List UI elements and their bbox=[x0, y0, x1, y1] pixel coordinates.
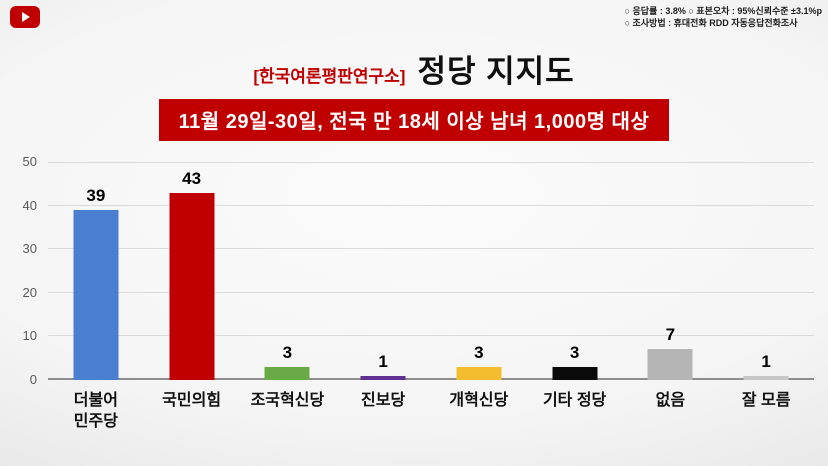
chart-column: 39 더불어 민주당 bbox=[48, 162, 144, 430]
y-tick-label: 20 bbox=[22, 284, 37, 300]
category-label: 조국혁신당 bbox=[250, 392, 325, 409]
bar-value-label: 3 bbox=[569, 342, 580, 362]
bar-value-label: 3 bbox=[474, 342, 484, 362]
bar bbox=[264, 366, 310, 380]
bar-value-label: 39 bbox=[86, 185, 106, 205]
survey-methodology: ○ 응답률 : 3.8% ○ 표본오차 : 95%신뢰수준 ±3.1%p ○ 조… bbox=[625, 5, 822, 29]
x-axis-line bbox=[48, 378, 814, 380]
source-label: [한국여론평판연구소] bbox=[253, 67, 406, 86]
category-label: 국민의힘 bbox=[162, 392, 222, 409]
category-label: 없음 bbox=[655, 392, 686, 409]
category-label: 개혁신당 bbox=[449, 392, 509, 409]
bar bbox=[647, 349, 693, 380]
gridline bbox=[48, 291, 814, 293]
bar-value-label: 1 bbox=[761, 351, 771, 371]
chart-column: 43 국민의힘 bbox=[144, 162, 240, 409]
channel-logo-icon bbox=[8, 4, 46, 30]
bar-value-label: 7 bbox=[665, 325, 676, 345]
banner-row: 11월 29일-30일, 전국 만 18세 이상 남녀 1,000명 대상 bbox=[0, 99, 828, 141]
methodology-line-2: ○ 조사방법 : 휴대전화 RDD 자동응답전화조사 bbox=[624, 18, 798, 28]
bar bbox=[360, 375, 406, 380]
bar-chart: 0 10 20 30 40 50 39 더불어 민주당 43 국민의힘 3 조국혁신당 1 진보당 3 개혁… bbox=[14, 148, 814, 448]
category-label: 더불어 민주당 bbox=[73, 392, 118, 430]
page-title: [한국여론평판연구소] 정당 지지도 bbox=[0, 46, 828, 91]
gridline bbox=[48, 248, 814, 250]
y-axis: 0 10 20 30 40 50 bbox=[14, 154, 40, 387]
bar bbox=[456, 366, 502, 380]
gridline bbox=[48, 335, 814, 337]
bar bbox=[169, 192, 215, 380]
bar bbox=[552, 366, 598, 380]
y-tick-label: 30 bbox=[22, 241, 37, 257]
chart-column: 7 없음 bbox=[623, 162, 719, 409]
chart-column: 3 조국혁신당 bbox=[240, 162, 336, 409]
grid-layer bbox=[48, 162, 814, 380]
bars-container: 39 더불어 민주당 43 국민의힘 3 조국혁신당 1 진보당 3 개혁신당 3 기타 정당 7 없음 1… bbox=[48, 162, 814, 430]
chart-column: 3 개혁신당 bbox=[431, 162, 527, 409]
bar-value-label: 43 bbox=[182, 168, 202, 188]
gridline bbox=[48, 162, 814, 163]
y-tick-label: 40 bbox=[22, 197, 37, 213]
category-label: 기타 정당 bbox=[542, 392, 607, 409]
methodology-line-1: ○ 응답률 : 3.8% ○ 표본오차 : 95%신뢰수준 ±3.1%p bbox=[624, 6, 822, 16]
y-tick-label: 50 bbox=[22, 154, 37, 169]
gridline bbox=[48, 204, 814, 206]
bar bbox=[73, 209, 119, 380]
y-tick-label: 10 bbox=[22, 328, 37, 344]
chart-column: 1 잘 모름 bbox=[718, 162, 814, 409]
y-tick-label: 0 bbox=[29, 372, 37, 387]
bar-value-label: 3 bbox=[282, 342, 293, 362]
survey-info-banner: 11월 29일-30일, 전국 만 18세 이상 남녀 1,000명 대상 bbox=[158, 99, 670, 141]
plot-area: 39 더불어 민주당 43 국민의힘 3 조국혁신당 1 진보당 3 개혁신당 3 기타 정당 7 없음 1… bbox=[48, 162, 814, 430]
chart-column: 3 기타 정당 bbox=[527, 162, 623, 409]
bar-value-label: 1 bbox=[378, 351, 388, 371]
title-text: 정당 지지도 bbox=[417, 54, 575, 89]
category-label: 잘 모름 bbox=[741, 392, 791, 409]
category-label: 진보당 bbox=[361, 392, 406, 409]
chart-column: 1 진보당 bbox=[335, 162, 431, 409]
bar bbox=[743, 375, 789, 380]
